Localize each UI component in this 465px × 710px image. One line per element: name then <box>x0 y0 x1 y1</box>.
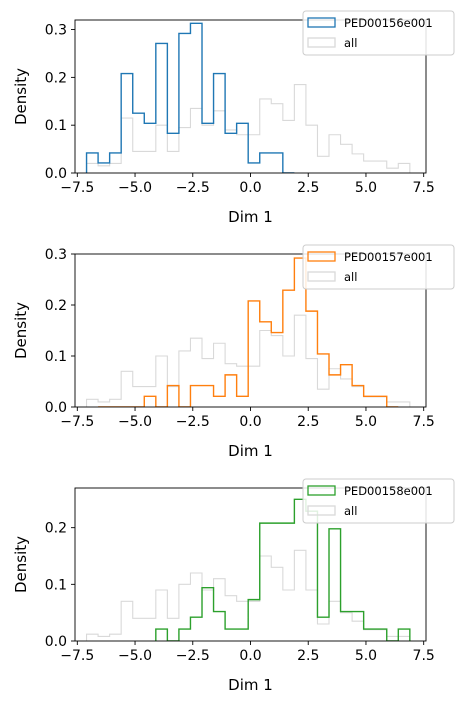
y-axis-label: Density <box>12 536 30 593</box>
x-tick-label: 0.0 <box>239 648 261 664</box>
x-tick-label: 5.0 <box>355 414 377 430</box>
legend-swatch-all <box>307 37 336 48</box>
legend: PED00157e001 all <box>302 244 455 290</box>
legend-swatch-all <box>307 505 336 516</box>
x-tick-label: −5.0 <box>118 414 152 430</box>
y-axis-label: Density <box>12 68 30 125</box>
x-axis-label: Dim 1 <box>228 208 273 226</box>
y-tick-label: 0.3 <box>45 23 67 39</box>
x-tick-label: 7.5 <box>413 180 435 196</box>
x-tick-label: 5.0 <box>355 648 377 664</box>
subplot-1: −7.5 −5.0 −2.5 0.0 2.5 5.0 7.5 0.0 0.1 0.2 0.3 Dim … <box>12 10 455 226</box>
legend-label: all <box>344 36 357 50</box>
x-tick-label: −2.5 <box>176 648 210 664</box>
x-tick-label: 0.0 <box>239 180 261 196</box>
y-axis-label: Density <box>12 302 30 359</box>
y-tick-label: 0.2 <box>45 298 67 314</box>
y-tick-label: 0.1 <box>45 349 67 365</box>
x-axis-label: Dim 1 <box>228 442 273 460</box>
x-tick-label: 7.5 <box>413 648 435 664</box>
legend-label: PED00158e001 <box>344 484 433 498</box>
y-tick-label: 0.3 <box>45 247 67 263</box>
x-tick-label: −2.5 <box>176 180 210 196</box>
y-tick-label: 0.0 <box>45 166 67 182</box>
legend: PED00158e001 all <box>302 478 455 524</box>
x-axis-label: Dim 1 <box>228 676 273 694</box>
x-tick-label: −5.0 <box>118 648 152 664</box>
x-tick-label: −7.5 <box>60 414 94 430</box>
legend-label: PED00156e001 <box>344 16 433 30</box>
legend-swatch-series <box>307 485 336 496</box>
all-histogram <box>86 549 411 641</box>
legend-swatch-series <box>307 251 336 262</box>
y-tick-label: 0.0 <box>45 400 67 416</box>
x-tick-label: 2.5 <box>297 414 319 430</box>
legend-label: PED00157e001 <box>344 250 433 264</box>
legend: PED00156e001 all <box>302 10 455 56</box>
x-tick-label: 2.5 <box>297 180 319 196</box>
x-tick-label: −7.5 <box>60 180 94 196</box>
legend-swatch-all <box>307 271 336 282</box>
series-histogram <box>85 22 295 173</box>
series-histogram <box>155 498 411 641</box>
subplot-2: −7.5 −5.0 −2.5 0.0 2.5 5.0 7.5 0.0 0.1 0.2 0.3 Dim … <box>12 244 455 460</box>
y-tick-label: 0.2 <box>45 70 67 86</box>
x-tick-label: −7.5 <box>60 648 94 664</box>
y-tick-label: 0.1 <box>45 577 67 593</box>
legend-box <box>302 244 455 290</box>
x-tick-label: 5.0 <box>355 180 377 196</box>
y-tick-label: 0.0 <box>45 634 67 650</box>
x-tick-label: 2.5 <box>297 648 319 664</box>
x-tick-label: 7.5 <box>413 414 435 430</box>
legend-swatch-series <box>307 17 336 28</box>
legend-label: all <box>344 504 357 518</box>
y-tick-label: 0.1 <box>45 118 67 134</box>
legend-label: all <box>344 270 357 284</box>
series-histogram <box>98 257 399 407</box>
x-tick-label: −5.0 <box>118 180 152 196</box>
legend-box <box>302 10 455 56</box>
legend-box <box>302 478 455 524</box>
x-tick-label: 0.0 <box>239 414 261 430</box>
y-tick-label: 0.2 <box>45 521 67 537</box>
x-tick-label: −2.5 <box>176 414 210 430</box>
subplot-3: −7.5 −5.0 −2.5 0.0 2.5 5.0 7.5 0.0 0.1 0.2 Dim 1 De… <box>12 478 455 694</box>
